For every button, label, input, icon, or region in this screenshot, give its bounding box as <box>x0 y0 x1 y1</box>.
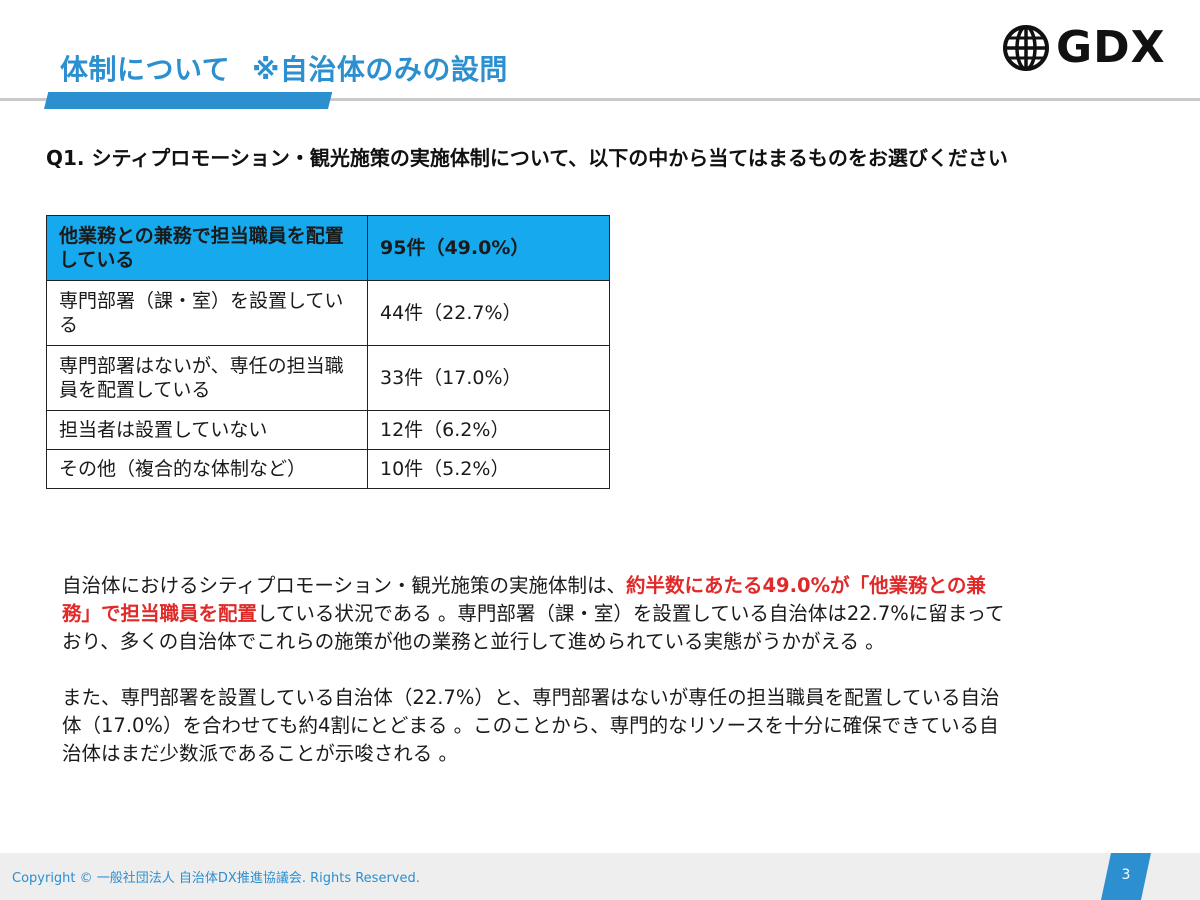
row-label: 専門部署（課・室）を設置している <box>46 280 368 346</box>
footer: Copyright © 一般社団法人 自治体DX推進協議会. Rights Re… <box>0 853 1200 900</box>
title-main: 体制について <box>60 53 231 86</box>
row-label: 他業務との兼務で担当職員を配置している <box>46 215 368 281</box>
table-row: 専門部署はないが、専任の担当職員を配置している 33件（17.0%） <box>46 345 610 411</box>
table-row: 担当者は設置していない 12件（6.2%） <box>46 410 610 450</box>
table-row: 他業務との兼務で担当職員を配置している 95件（49.0%） <box>46 215 610 281</box>
row-label: その他（複合的な体制など） <box>46 449 368 489</box>
table-row: 専門部署（課・室）を設置している 44件（22.7%） <box>46 280 610 346</box>
logo-text: GDX <box>1056 22 1166 73</box>
copyright-text: Copyright © 一般社団法人 自治体DX推進協議会. Rights Re… <box>12 871 420 886</box>
analysis-paragraph-1: 自治体におけるシティプロモーション・観光施策の実施体制は、約半数にあたる49.0… <box>62 572 1012 656</box>
row-value: 10件（5.2%） <box>367 449 610 489</box>
question-text: Q1. シティプロモーション・観光施策の実施体制について、以下の中から当てはまる… <box>46 146 1008 170</box>
analysis-paragraph-2: また、専門部署を設置している自治体（22.7%）と、専門部署はないが専任の担当職… <box>62 686 1000 765</box>
page-title: 体制について ※自治体のみの設問 <box>60 48 508 88</box>
row-label: 担当者は設置していない <box>46 410 368 450</box>
p1-emphasis: 約半数にあたる49.0%が「他業務との兼務」で担当職員を配置 <box>62 574 986 625</box>
globe-icon <box>1003 25 1049 71</box>
row-label: 専門部署はないが、専任の担当職員を配置している <box>46 345 368 411</box>
row-value: 33件（17.0%） <box>367 345 610 411</box>
header-divider <box>0 98 1200 101</box>
row-value: 44件（22.7%） <box>367 280 610 346</box>
row-value: 95件（49.0%） <box>367 215 610 281</box>
table-row: その他（複合的な体制など） 10件（5.2%） <box>46 449 610 489</box>
header-accent-bar <box>44 92 333 109</box>
p1-intro: 自治体におけるシティプロモーション・観光施策の実施体制は、 <box>62 574 626 597</box>
gdx-logo: GDX <box>1002 24 1166 72</box>
results-table: 他業務との兼務で担当職員を配置している 95件（49.0%） 専門部署（課・室）… <box>46 215 610 489</box>
page-number: 3 <box>1121 867 1131 883</box>
row-value: 12件（6.2%） <box>367 410 610 450</box>
title-note: ※自治体のみの設問 <box>252 53 508 86</box>
analysis-text: 自治体におけるシティプロモーション・観光施策の実施体制は、約半数にあたる49.0… <box>62 572 1012 796</box>
p1-rest: している状況である 。専門部署（課・室）を設置している自治体は22.7%に留まっ… <box>62 602 1005 653</box>
